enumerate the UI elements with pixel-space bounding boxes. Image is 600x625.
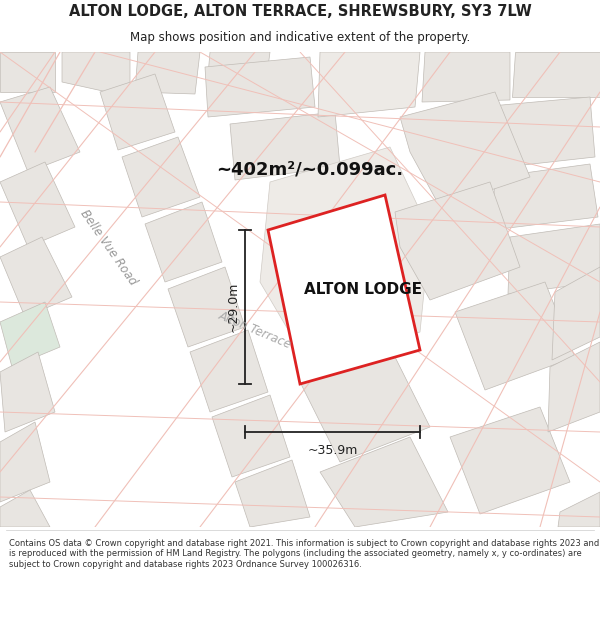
Polygon shape — [508, 224, 600, 294]
Polygon shape — [395, 182, 520, 300]
Polygon shape — [207, 52, 270, 90]
Polygon shape — [548, 342, 600, 432]
Polygon shape — [492, 164, 598, 230]
Text: ALTON LODGE: ALTON LODGE — [304, 282, 422, 298]
Text: Map shows position and indicative extent of the property.: Map shows position and indicative extent… — [130, 31, 470, 44]
Polygon shape — [62, 52, 130, 97]
Text: ALTON LODGE, ALTON TERRACE, SHREWSBURY, SY3 7LW: ALTON LODGE, ALTON TERRACE, SHREWSBURY, … — [68, 4, 532, 19]
Polygon shape — [400, 92, 530, 207]
Polygon shape — [168, 267, 245, 347]
Polygon shape — [230, 112, 340, 180]
Polygon shape — [0, 52, 55, 92]
Polygon shape — [512, 52, 600, 97]
Polygon shape — [260, 147, 430, 367]
Polygon shape — [0, 352, 55, 432]
Polygon shape — [558, 492, 600, 527]
Polygon shape — [0, 237, 72, 317]
Text: ~402m²/~0.099ac.: ~402m²/~0.099ac. — [217, 161, 404, 179]
Polygon shape — [0, 87, 80, 172]
Polygon shape — [122, 137, 200, 217]
Polygon shape — [145, 202, 222, 282]
Polygon shape — [450, 407, 570, 514]
Polygon shape — [212, 395, 290, 477]
Polygon shape — [478, 97, 595, 170]
Polygon shape — [0, 490, 50, 527]
Text: Alton Terrace: Alton Terrace — [217, 309, 293, 351]
Polygon shape — [205, 57, 315, 117]
Polygon shape — [300, 347, 430, 462]
Text: Belle Vue Road: Belle Vue Road — [77, 207, 139, 288]
Polygon shape — [320, 437, 448, 527]
Text: ~29.0m: ~29.0m — [227, 282, 239, 332]
Polygon shape — [0, 302, 60, 367]
Polygon shape — [0, 162, 75, 247]
Text: ~35.9m: ~35.9m — [307, 444, 358, 456]
Polygon shape — [318, 52, 420, 117]
Polygon shape — [190, 330, 268, 412]
Polygon shape — [0, 422, 50, 502]
Polygon shape — [455, 282, 575, 390]
Polygon shape — [100, 74, 175, 150]
Polygon shape — [268, 195, 420, 384]
Polygon shape — [235, 460, 310, 527]
Polygon shape — [135, 52, 200, 94]
Text: Contains OS data © Crown copyright and database right 2021. This information is : Contains OS data © Crown copyright and d… — [9, 539, 599, 569]
Polygon shape — [552, 267, 600, 360]
Polygon shape — [422, 52, 510, 102]
